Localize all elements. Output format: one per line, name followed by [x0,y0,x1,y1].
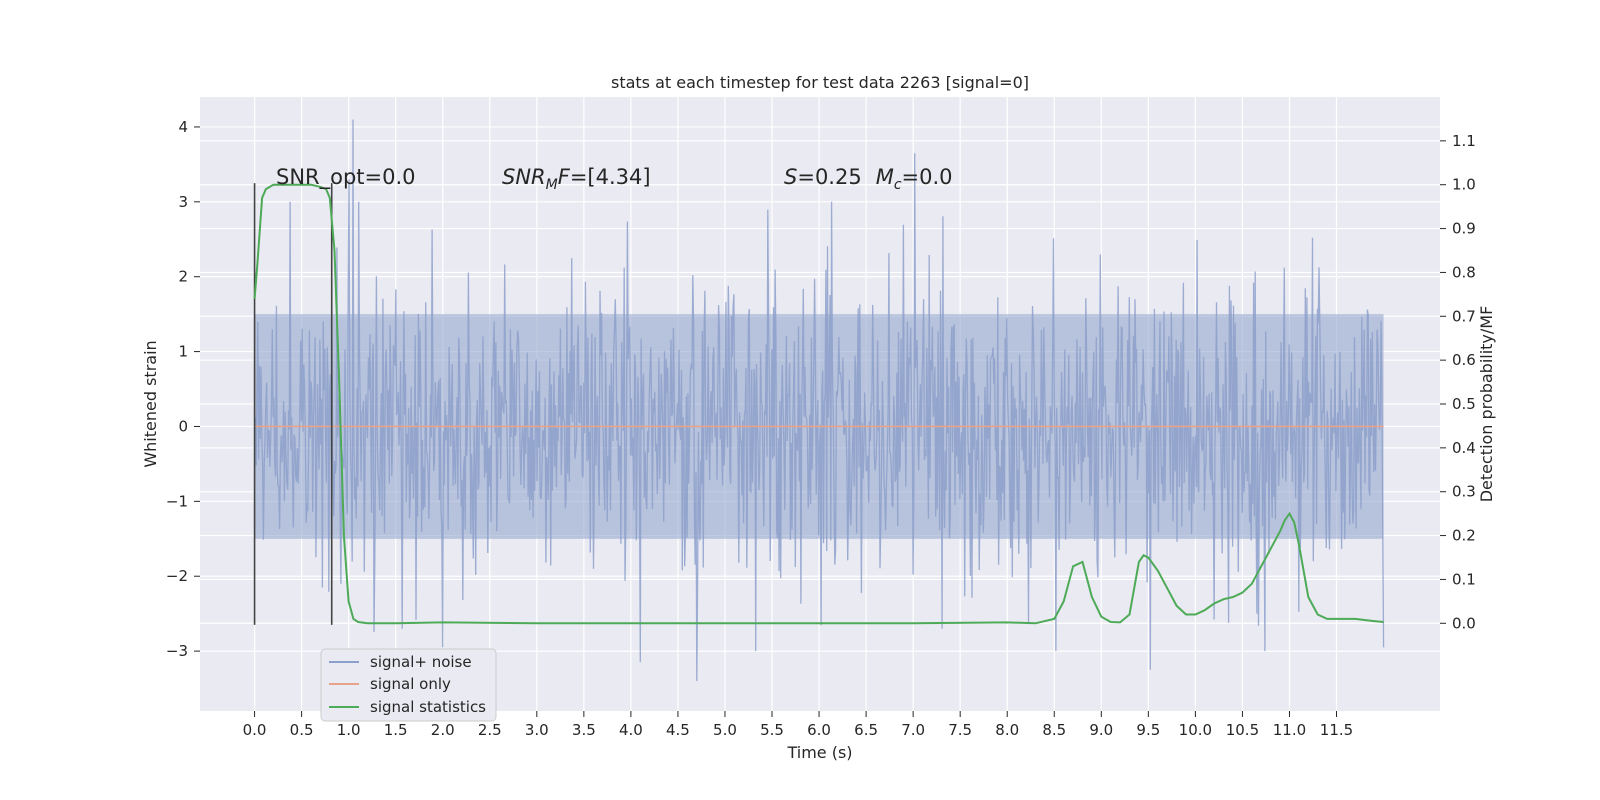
y2-tick-label: 0.1 [1452,570,1476,588]
chart-title: stats at each timestep for test data 226… [611,73,1029,92]
y2-tick-label: 0.0 [1452,614,1476,632]
x-tick-label: 1.0 [337,721,361,739]
annotation-snr-opt: SNR_opt=0.0 [276,165,416,190]
annotation-s-mc: S=0.25 Mc=0.0 [784,165,953,193]
x-tick-label: 6.0 [807,721,831,739]
y2-tick-label: 0.7 [1452,307,1476,325]
x-tick-label: 11.0 [1273,721,1306,739]
annotation-snr-mf: SNRMF=[4.34] [502,165,651,193]
signal-statistics-line [253,183,1384,625]
x-tick-label: 11.5 [1320,721,1353,739]
annotation-mc-label: M [876,165,894,189]
x-tick-label: 0.5 [290,721,314,739]
y2-tick-label: 1.1 [1452,132,1476,150]
legend-box [320,648,497,722]
annotation-mc-value: =0.0 [902,165,953,189]
x-tick-label: 8.0 [995,721,1019,739]
annotation-snr-mf-mid: F [558,165,571,189]
x-tick-label: 9.0 [1089,721,1113,739]
y-tick-label: −3 [166,642,188,660]
x-tick-label: 3.0 [525,721,549,739]
y2-tick-label: 0.9 [1452,220,1476,238]
annotation-s-value: =0.25 [797,165,861,189]
y2-tick-label: 0.2 [1452,527,1476,545]
x-tick-label: 9.5 [1136,721,1160,739]
x-axis-ticks: 0.0 0.5 1.0 1.5 2.0 2.5 3.0 3.5 4.0 4.5 5.0 5.5 6.0 6… [243,711,1353,739]
x-tick-label: 10.5 [1226,721,1259,739]
x-tick-label: 3.5 [572,721,596,739]
annotation-mc-sub: c [894,177,902,193]
y2-tick-label: 0.3 [1452,483,1476,501]
x-tick-label: 10.0 [1179,721,1212,739]
x-tick-label: 7.5 [948,721,972,739]
legend-label-signal-only: signal only [370,675,451,693]
annotation-snr-mf-prefix: SNR [502,165,546,189]
x-tick-label: 5.0 [713,721,737,739]
annotation-snr-mf-value: =[4.34] [570,165,651,189]
x-tick-label: 7.0 [901,721,925,739]
x-tick-label: 4.5 [666,721,690,739]
x-tick-label: 2.0 [431,721,455,739]
x-tick-label: 4.0 [619,721,643,739]
y2-tick-label: 0.4 [1452,439,1476,457]
legend: signal+ noise signal only signal statist… [320,648,497,722]
y-tick-label: 0 [178,417,188,435]
x-tick-label: 6.5 [854,721,878,739]
signal-statistics-series [253,183,1384,625]
y-tick-label: −1 [166,492,188,510]
x-tick-label: 2.5 [478,721,502,739]
y-tick-label: 1 [178,343,188,361]
y2-tick-label: 1.0 [1452,176,1476,194]
vertical-markers [253,183,333,625]
x-tick-label: 5.5 [760,721,784,739]
y-axis-label: Whitened strain [141,340,160,467]
legend-label-signal-statistics: signal statistics [370,698,486,716]
y2-axis-ticks: 1.1 1.0 0.9 0.8 0.7 0.6 0.5 0.4 0.3 0.2 0.1 0.0 [1440,132,1476,632]
y-tick-label: 3 [178,193,188,211]
annotation-s-label: S [784,165,797,189]
y-tick-label: 4 [178,118,188,136]
y-axis-ticks: 4 3 2 1 0 −1 −2 −3 [166,118,200,660]
x-tick-label: 1.5 [384,721,408,739]
y2-tick-label: 0.5 [1452,395,1476,413]
x-tick-label: 8.5 [1042,721,1066,739]
y-tick-label: 2 [178,268,188,286]
y2-tick-label: 0.8 [1452,263,1476,281]
y-tick-label: −2 [166,567,188,585]
x-tick-label: 0.0 [243,721,267,739]
legend-label-signal-noise: signal+ noise [370,653,472,671]
annotation-snr-mf-sub: M [546,177,558,193]
y2-tick-label: 0.6 [1452,351,1476,369]
x-axis-label: Time (s) [786,743,852,762]
y2-axis-label: Detection probability/MF [1477,306,1496,503]
